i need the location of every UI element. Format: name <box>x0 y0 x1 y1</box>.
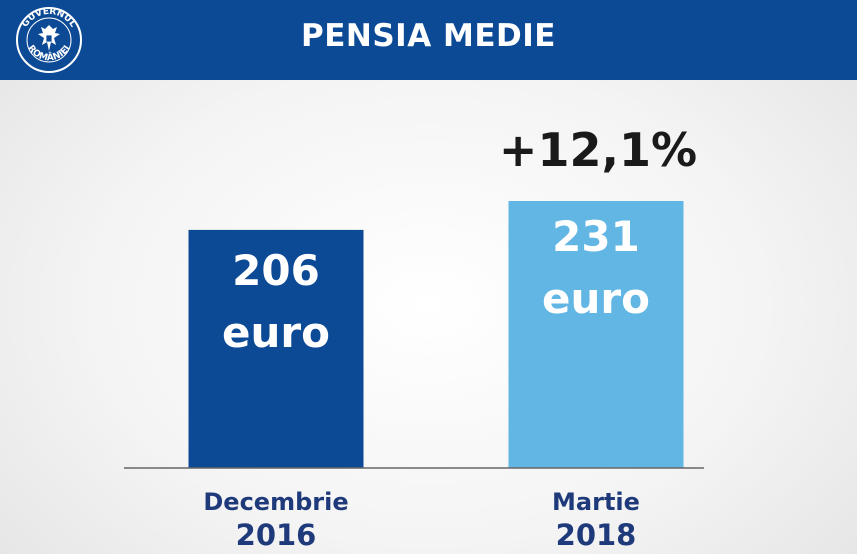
government-seal-logo: GUVERNUL ROMÂNIEI <box>16 7 82 73</box>
bar-2-data-label-1: 231 <box>552 212 640 261</box>
category-label-1-line-2: 2016 <box>236 518 317 552</box>
growth-annotation: +12,1% <box>499 123 697 177</box>
category-label-1-line-1: Decembrie <box>203 488 348 516</box>
header-banner: GUVERNUL ROMÂNIEI PENSIA MEDIE <box>0 0 857 80</box>
bar-1-data-label-2: euro <box>222 308 330 357</box>
bar-2 <box>508 201 684 468</box>
category-label-2-line-1: Martie <box>552 488 640 516</box>
bar-1-data-label-1: 206 <box>232 246 320 295</box>
bar-1 <box>188 229 364 468</box>
bar-2-data-label-2: euro <box>542 274 650 323</box>
page-title: PENSIA MEDIE <box>301 18 556 54</box>
category-label-2-line-2: 2018 <box>556 518 637 552</box>
